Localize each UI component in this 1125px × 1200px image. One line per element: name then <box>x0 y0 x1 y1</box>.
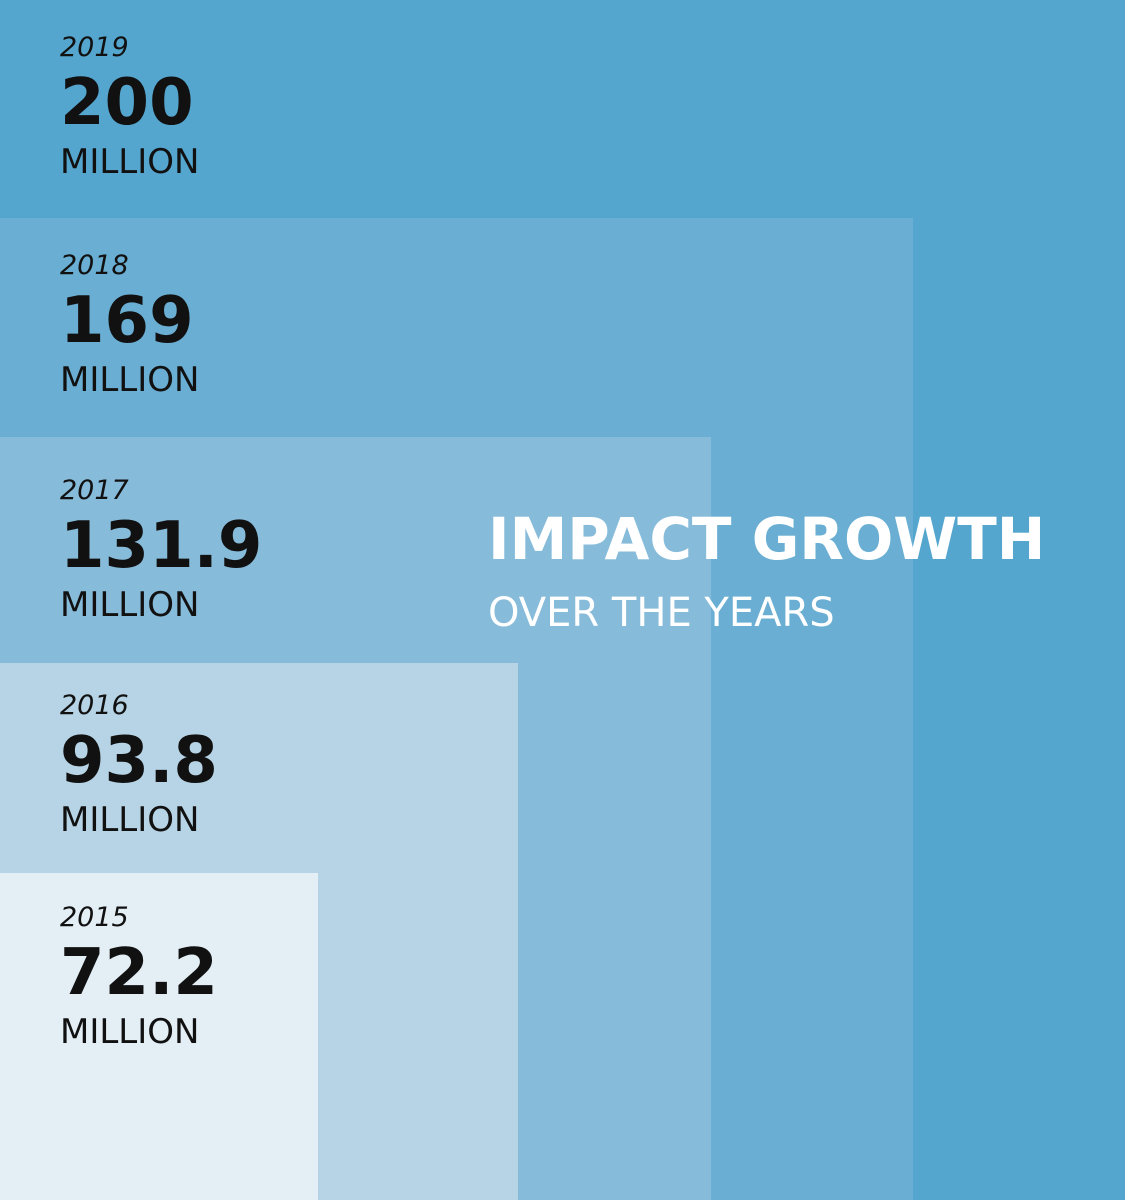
unit: MILLION <box>60 800 200 840</box>
unit: MILLION <box>60 585 200 625</box>
title: IMPACT GROWTH <box>488 505 1046 573</box>
value: 200 <box>60 66 194 140</box>
year: 2015 <box>60 902 129 933</box>
year: 2019 <box>60 32 129 63</box>
unit: MILLION <box>60 142 200 182</box>
unit: MILLION <box>60 360 200 400</box>
year-block: 2019 200 MILLION <box>60 30 199 184</box>
year: 2016 <box>60 690 129 721</box>
value: 93.8 <box>60 724 218 798</box>
value: 131.9 <box>60 509 263 583</box>
square-2015 <box>0 873 318 1200</box>
year-block: 2018 169 MILLION <box>60 248 199 402</box>
year-block: 2017 131.9 MILLION <box>60 473 262 627</box>
value: 169 <box>60 284 194 358</box>
year-block: 2016 93.8 MILLION <box>60 688 218 842</box>
value: 72.2 <box>60 936 218 1010</box>
year: 2018 <box>60 250 129 281</box>
subtitle: OVER THE YEARS <box>488 590 835 636</box>
unit: MILLION <box>60 1012 200 1052</box>
year: 2017 <box>60 475 129 506</box>
year-block: 2015 72.2 MILLION <box>60 900 218 1054</box>
